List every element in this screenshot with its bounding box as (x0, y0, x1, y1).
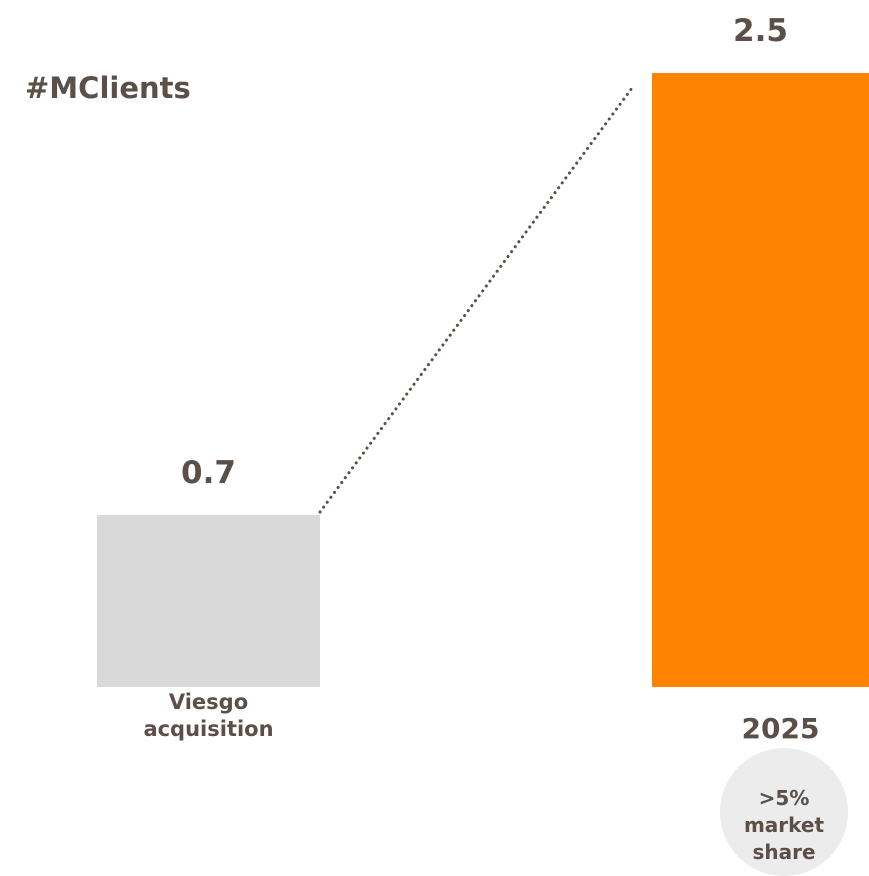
connector-line (318, 86, 634, 514)
x-tick-label: 2025 (741, 712, 820, 745)
bar (652, 73, 869, 687)
chart-title: #MClients (25, 71, 191, 105)
value-label: 0.7 (181, 455, 236, 492)
annotation: >5% market share (743, 786, 825, 864)
x-tick-label: Viesgo acquisition (143, 690, 274, 742)
value-label: 2.5 (733, 13, 788, 49)
bar (97, 515, 320, 687)
annotation-badge (720, 748, 848, 876)
